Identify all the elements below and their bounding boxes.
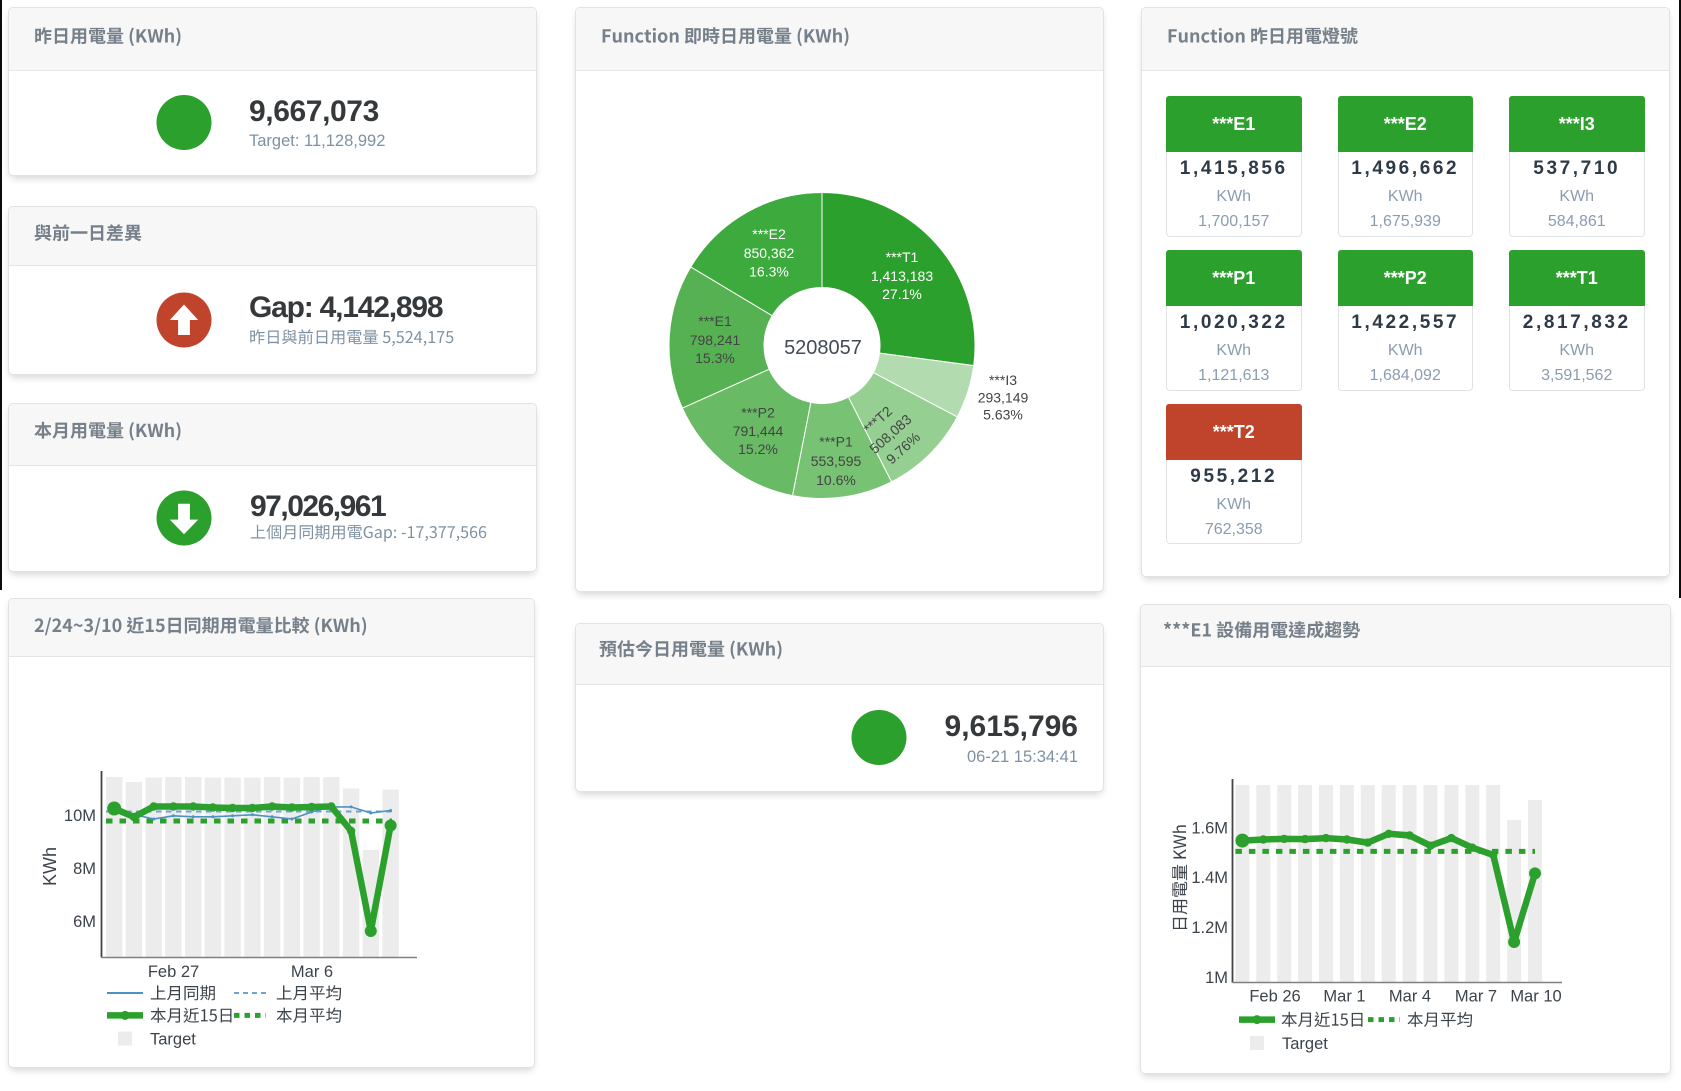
svg-text:6M: 6M (73, 913, 96, 931)
svg-text:***I3: ***I3 (989, 372, 1017, 388)
svg-text:Feb 26: Feb 26 (1249, 988, 1300, 1006)
svg-text:10M: 10M (64, 807, 96, 825)
svg-text:KWh: KWh (40, 847, 60, 886)
svg-text:8M: 8M (73, 860, 96, 878)
svg-text:293,149: 293,149 (978, 390, 1029, 406)
svg-text:Mar 7: Mar 7 (1455, 988, 1497, 1006)
svg-text:791,444: 791,444 (733, 423, 784, 439)
svg-text:***E2: ***E2 (752, 226, 786, 242)
svg-text:5208057: 5208057 (784, 337, 862, 359)
svg-text:10.6%: 10.6% (816, 472, 856, 488)
svg-text:553,595: 553,595 (811, 453, 862, 469)
svg-text:***P2: ***P2 (741, 405, 775, 421)
svg-text:27.1%: 27.1% (882, 286, 922, 302)
svg-text:Mar 1: Mar 1 (1323, 988, 1365, 1006)
svg-text:Mar 6: Mar 6 (291, 963, 333, 981)
svg-text:850,362: 850,362 (744, 245, 795, 261)
svg-text:Feb 27: Feb 27 (148, 963, 199, 981)
svg-text:15.3%: 15.3% (695, 350, 735, 366)
svg-text:1.6M: 1.6M (1191, 819, 1228, 837)
svg-text:15.2%: 15.2% (738, 441, 778, 457)
svg-text:Target: Target (150, 1031, 196, 1049)
svg-text:1.2M: 1.2M (1191, 919, 1228, 937)
svg-text:798,241: 798,241 (690, 332, 741, 348)
svg-text:Mar 10: Mar 10 (1510, 988, 1561, 1006)
svg-text:Mar 4: Mar 4 (1389, 988, 1431, 1006)
svg-text:1,413,183: 1,413,183 (871, 268, 933, 284)
svg-text:5.63%: 5.63% (983, 407, 1023, 423)
svg-text:16.3%: 16.3% (749, 264, 789, 280)
svg-text:Target: Target (1282, 1035, 1328, 1053)
svg-text:1.4M: 1.4M (1191, 869, 1228, 887)
svg-text:***T1: ***T1 (886, 249, 919, 265)
svg-text:***E1: ***E1 (698, 313, 732, 329)
svg-text:***P1: ***P1 (819, 434, 853, 450)
svg-text:1M: 1M (1205, 969, 1228, 987)
